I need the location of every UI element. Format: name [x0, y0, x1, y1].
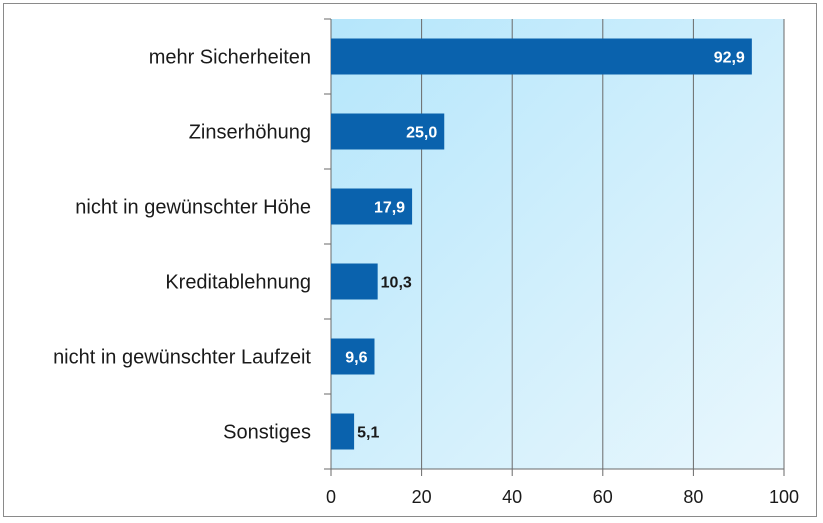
plot-area	[331, 19, 784, 469]
x-tick-label: 100	[769, 487, 799, 507]
x-tick-label: 60	[593, 487, 613, 507]
data-label: 92,9	[714, 50, 745, 67]
data-label: 10,3	[381, 275, 412, 292]
category-label: mehr Sicherheiten	[149, 47, 311, 69]
x-tick-label: 20	[412, 487, 432, 507]
category-label: Zinserhöhung	[189, 122, 311, 144]
bar-chart: 0 20 40 60 80 100 mehr Sicherheiten 92,9 Zinserh…	[53, 18, 799, 508]
bar	[331, 38, 752, 75]
data-label: 17,9	[374, 200, 405, 217]
category-label: nicht in gewünschter Höhe	[75, 197, 311, 219]
x-tick-label: 40	[502, 487, 522, 507]
chart-container: 0 20 40 60 80 100 mehr Sicherheiten 92,9 Zinserh…	[3, 3, 817, 517]
category-label: nicht in gewünschter Laufzeit	[53, 347, 311, 369]
bar	[331, 413, 355, 450]
labels: 0 20 40 60 80 100 mehr Sicherheiten 92,9 Zinserh…	[53, 47, 799, 508]
bar	[331, 338, 375, 375]
x-tick-label: 80	[683, 487, 703, 507]
bar	[331, 188, 413, 225]
data-label: 5,1	[357, 425, 379, 442]
x-tick-label: 0	[326, 487, 336, 507]
axes	[324, 18, 785, 476]
bar	[331, 263, 378, 300]
data-label: 25,0	[406, 125, 437, 142]
gridlines	[421, 19, 785, 469]
bar	[331, 113, 445, 150]
bars	[331, 38, 752, 450]
data-label: 9,6	[345, 350, 367, 367]
category-label: Sonstiges	[223, 422, 311, 444]
category-label: Kreditablehnung	[165, 272, 311, 294]
